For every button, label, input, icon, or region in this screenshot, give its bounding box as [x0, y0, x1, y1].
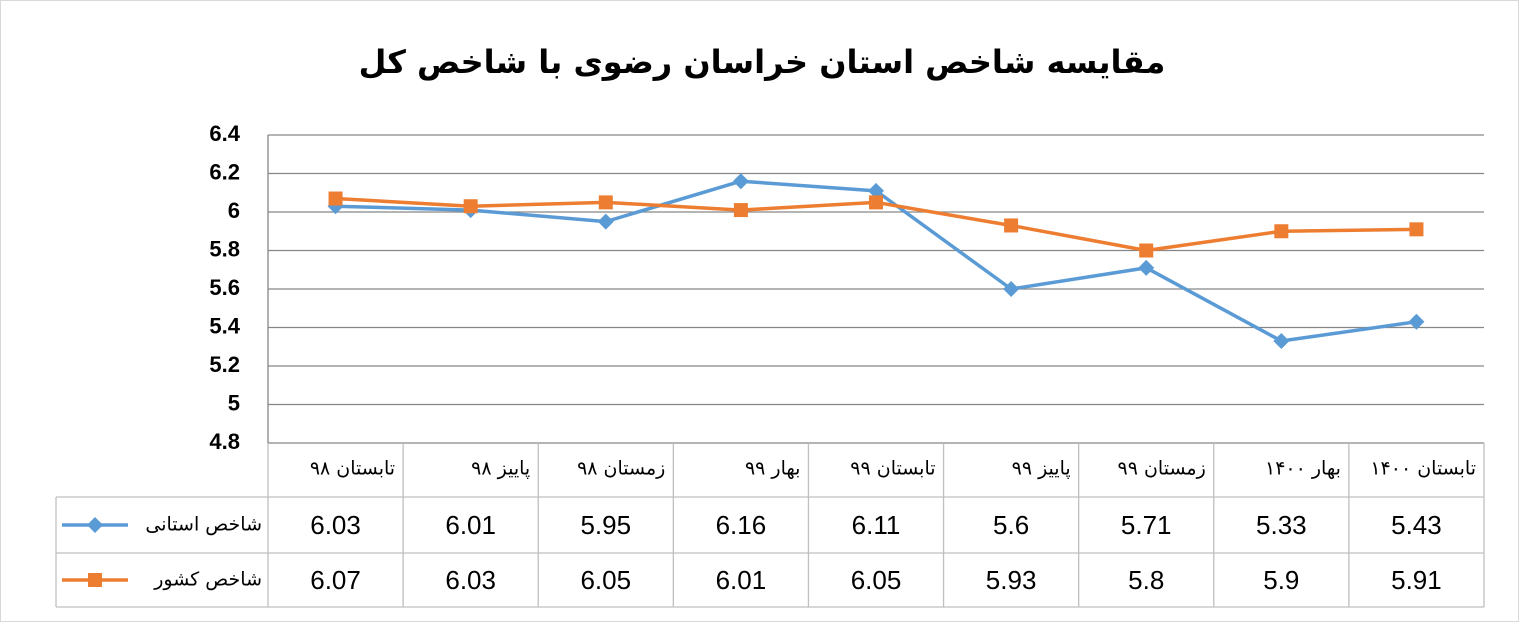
marker	[869, 195, 883, 210]
table-value: 6.01	[716, 565, 767, 595]
y-tick-label: 6.4	[209, 121, 240, 146]
y-tick-label: 6.2	[209, 159, 240, 184]
marker	[732, 173, 749, 190]
x-tick-label: زمستان ۹۸	[577, 458, 665, 480]
marker	[1004, 218, 1019, 233]
x-tick-label: زمستان ۹۹	[1118, 458, 1206, 480]
table-value: 5.9	[1263, 565, 1299, 595]
marker	[1274, 224, 1289, 239]
table-value: 6.01	[445, 510, 496, 540]
marker	[328, 191, 343, 206]
x-tick-label: پاییز ۹۸	[471, 458, 530, 480]
y-tick-label: 4.8	[209, 429, 240, 454]
table-value: 6.16	[716, 510, 767, 540]
x-tick-label: تابستان ۹۸	[310, 458, 395, 480]
marker	[733, 203, 748, 218]
marker	[1273, 332, 1290, 349]
x-tick-label: تابستان ۱۴۰۰	[1370, 458, 1476, 480]
marker	[1408, 313, 1425, 330]
marker	[597, 213, 614, 230]
table-value: 6.03	[310, 510, 361, 540]
table-value: 5.71	[1121, 510, 1172, 540]
y-tick-label: 5.6	[209, 275, 240, 300]
table-value: 5.33	[1256, 510, 1307, 540]
chart-title: مقایسه شاخص استان خراسان رضوی با شاخص کل	[359, 43, 1166, 81]
marker	[463, 199, 478, 214]
table-value: 5.43	[1391, 510, 1442, 540]
marker	[1138, 259, 1155, 276]
x-tick-label: بهار ۱۴۰۰	[1265, 458, 1341, 480]
x-tick-label: بهار ۹۹	[745, 458, 800, 480]
table-value: 5.91	[1391, 565, 1442, 595]
x-tick-label: تابستان ۹۹	[850, 458, 935, 480]
table-value: 6.11	[852, 510, 901, 540]
legend-label: شاخص کشور	[153, 569, 262, 591]
x-tick-label: پاییز ۹۹	[1012, 458, 1071, 480]
table-value: 5.8	[1128, 565, 1164, 595]
marker	[868, 182, 884, 199]
marker	[1409, 222, 1424, 237]
marker	[598, 195, 613, 210]
marker	[1139, 243, 1154, 258]
y-tick-label: 6	[228, 198, 240, 223]
y-tick-label: 5.8	[209, 236, 240, 261]
marker	[88, 573, 102, 587]
table-value: 6.03	[445, 565, 496, 595]
y-tick-label: 5.2	[209, 352, 240, 377]
table-value: 6.05	[851, 565, 902, 595]
marker	[87, 517, 103, 533]
table-value: 6.07	[310, 565, 361, 595]
marker	[1003, 281, 1020, 297]
table-value: 5.6	[993, 510, 1029, 540]
table-value: 5.93	[986, 565, 1037, 595]
table-value: 6.05	[580, 565, 631, 595]
legend-label: شاخص استانی	[145, 514, 262, 536]
y-tick-label: 5	[228, 390, 240, 415]
table-value: 5.95	[580, 510, 631, 540]
y-tick-label: 5.4	[209, 313, 240, 338]
